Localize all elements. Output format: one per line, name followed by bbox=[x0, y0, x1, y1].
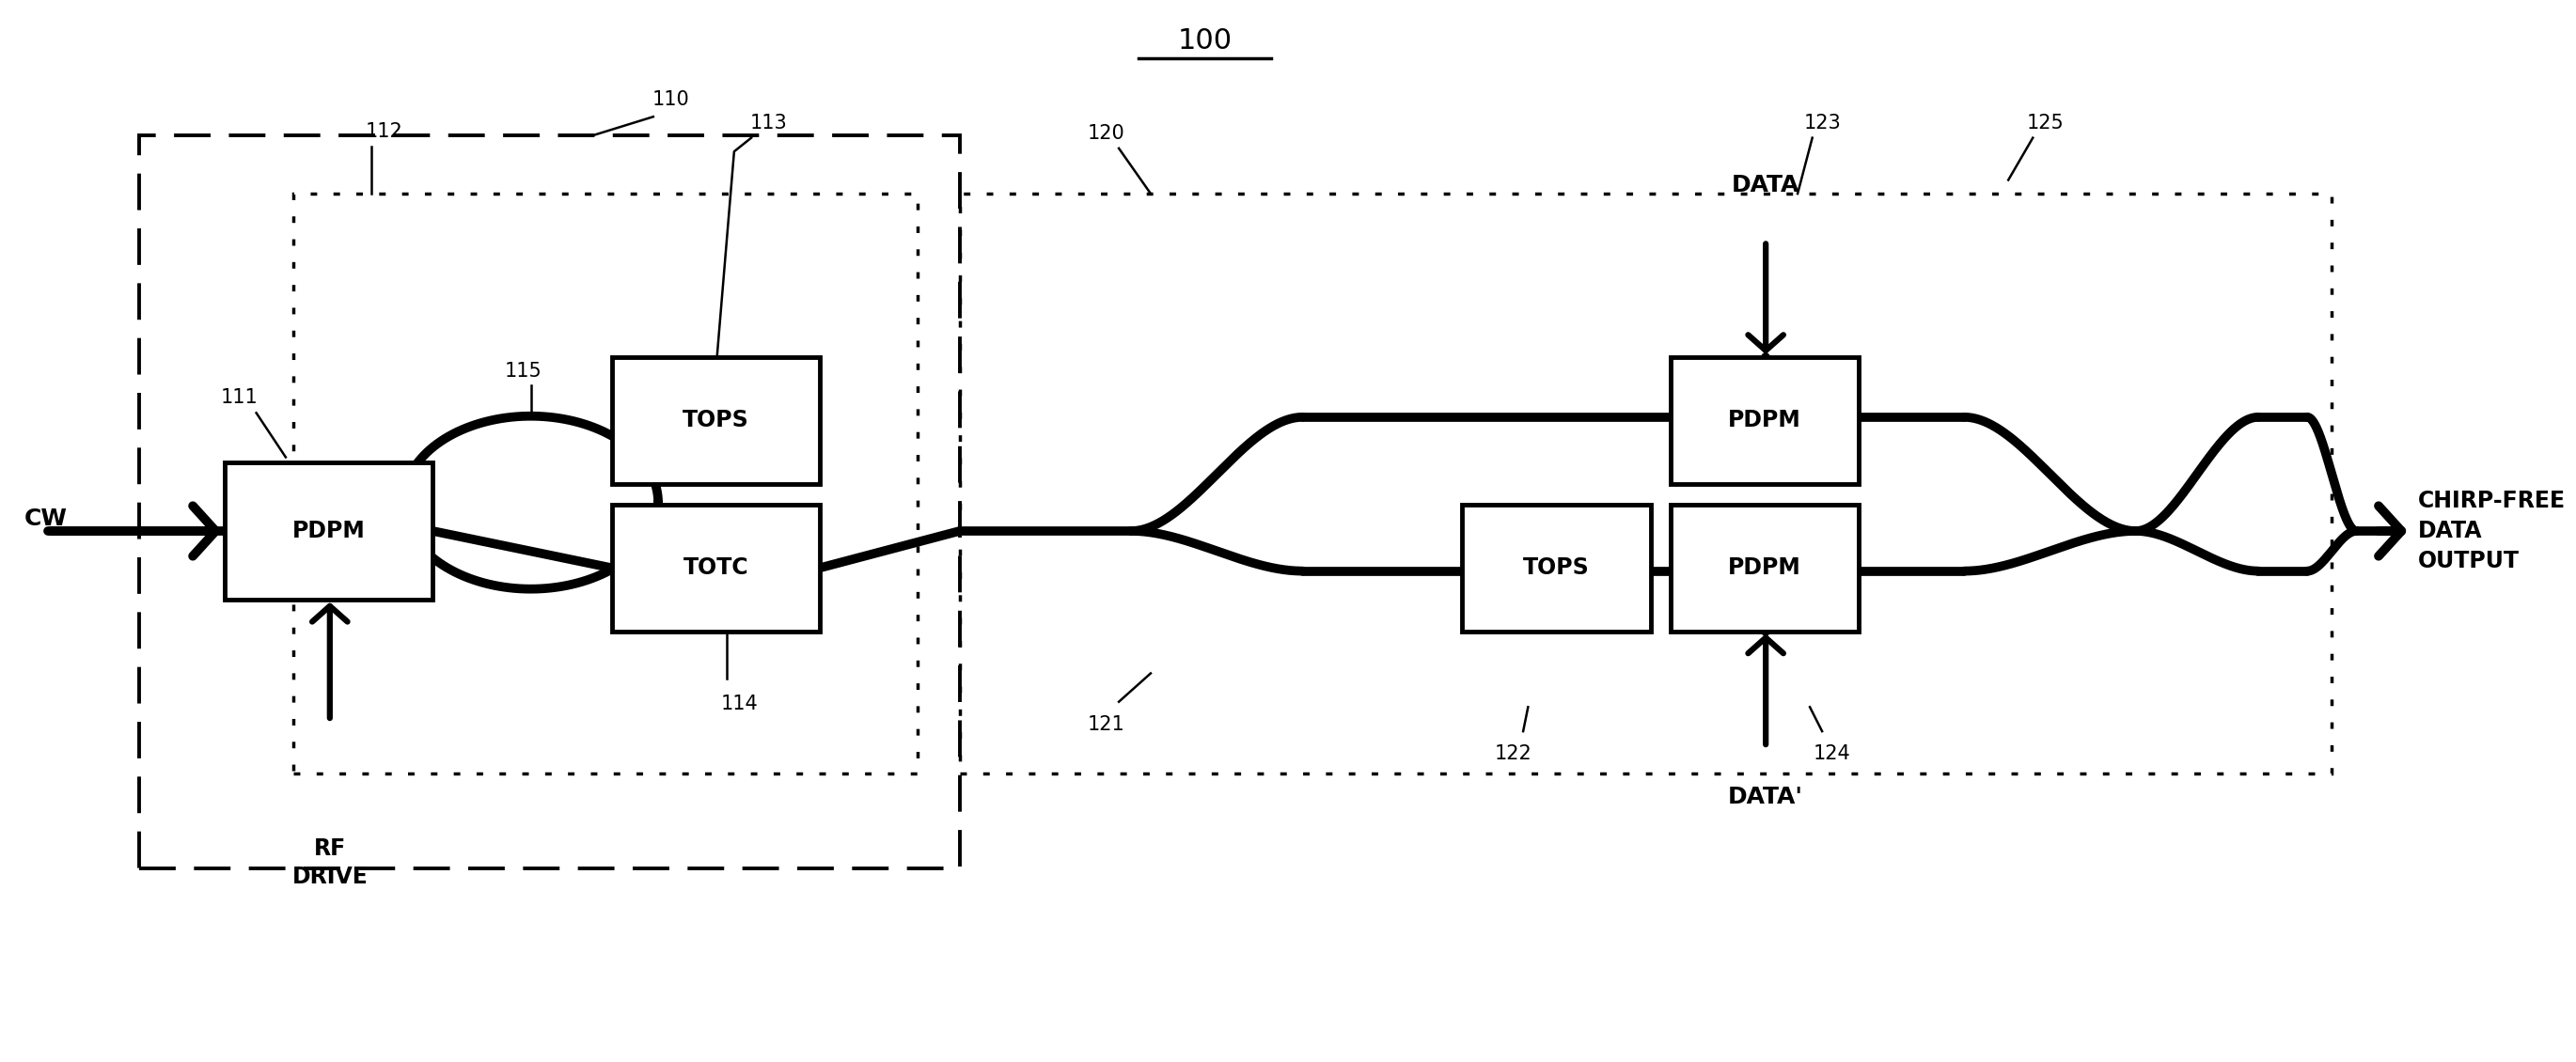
Text: 110: 110 bbox=[652, 90, 690, 109]
Text: 111: 111 bbox=[222, 388, 258, 407]
FancyBboxPatch shape bbox=[224, 462, 433, 600]
Text: DATA: DATA bbox=[1731, 174, 1801, 196]
Text: TOTC: TOTC bbox=[683, 556, 750, 579]
Text: PDPM: PDPM bbox=[291, 519, 366, 543]
Text: 115: 115 bbox=[505, 361, 541, 380]
Text: RF
DRIVE: RF DRIVE bbox=[291, 838, 368, 888]
Text: 113: 113 bbox=[750, 114, 788, 133]
Text: 100: 100 bbox=[1177, 28, 1231, 54]
Text: 114: 114 bbox=[721, 695, 757, 714]
Text: 112: 112 bbox=[366, 122, 402, 141]
Text: TOPS: TOPS bbox=[683, 409, 750, 431]
FancyBboxPatch shape bbox=[1669, 357, 1860, 483]
Text: 123: 123 bbox=[1803, 114, 1842, 133]
Text: PDPM: PDPM bbox=[1728, 556, 1801, 579]
Text: 124: 124 bbox=[1814, 744, 1850, 763]
Text: CHIRP-FREE
DATA
OUTPUT: CHIRP-FREE DATA OUTPUT bbox=[2416, 490, 2566, 572]
Text: CW: CW bbox=[23, 507, 67, 530]
FancyBboxPatch shape bbox=[1463, 504, 1651, 631]
FancyBboxPatch shape bbox=[611, 357, 819, 483]
Text: 121: 121 bbox=[1087, 716, 1126, 734]
FancyBboxPatch shape bbox=[611, 504, 819, 631]
FancyBboxPatch shape bbox=[1669, 504, 1860, 631]
Text: 122: 122 bbox=[1494, 744, 1533, 763]
Text: PDPM: PDPM bbox=[1728, 409, 1801, 431]
Text: 120: 120 bbox=[1087, 124, 1126, 143]
Text: TOPS: TOPS bbox=[1522, 556, 1589, 579]
Text: DATA': DATA' bbox=[1728, 786, 1803, 808]
Text: 125: 125 bbox=[2027, 114, 2063, 133]
